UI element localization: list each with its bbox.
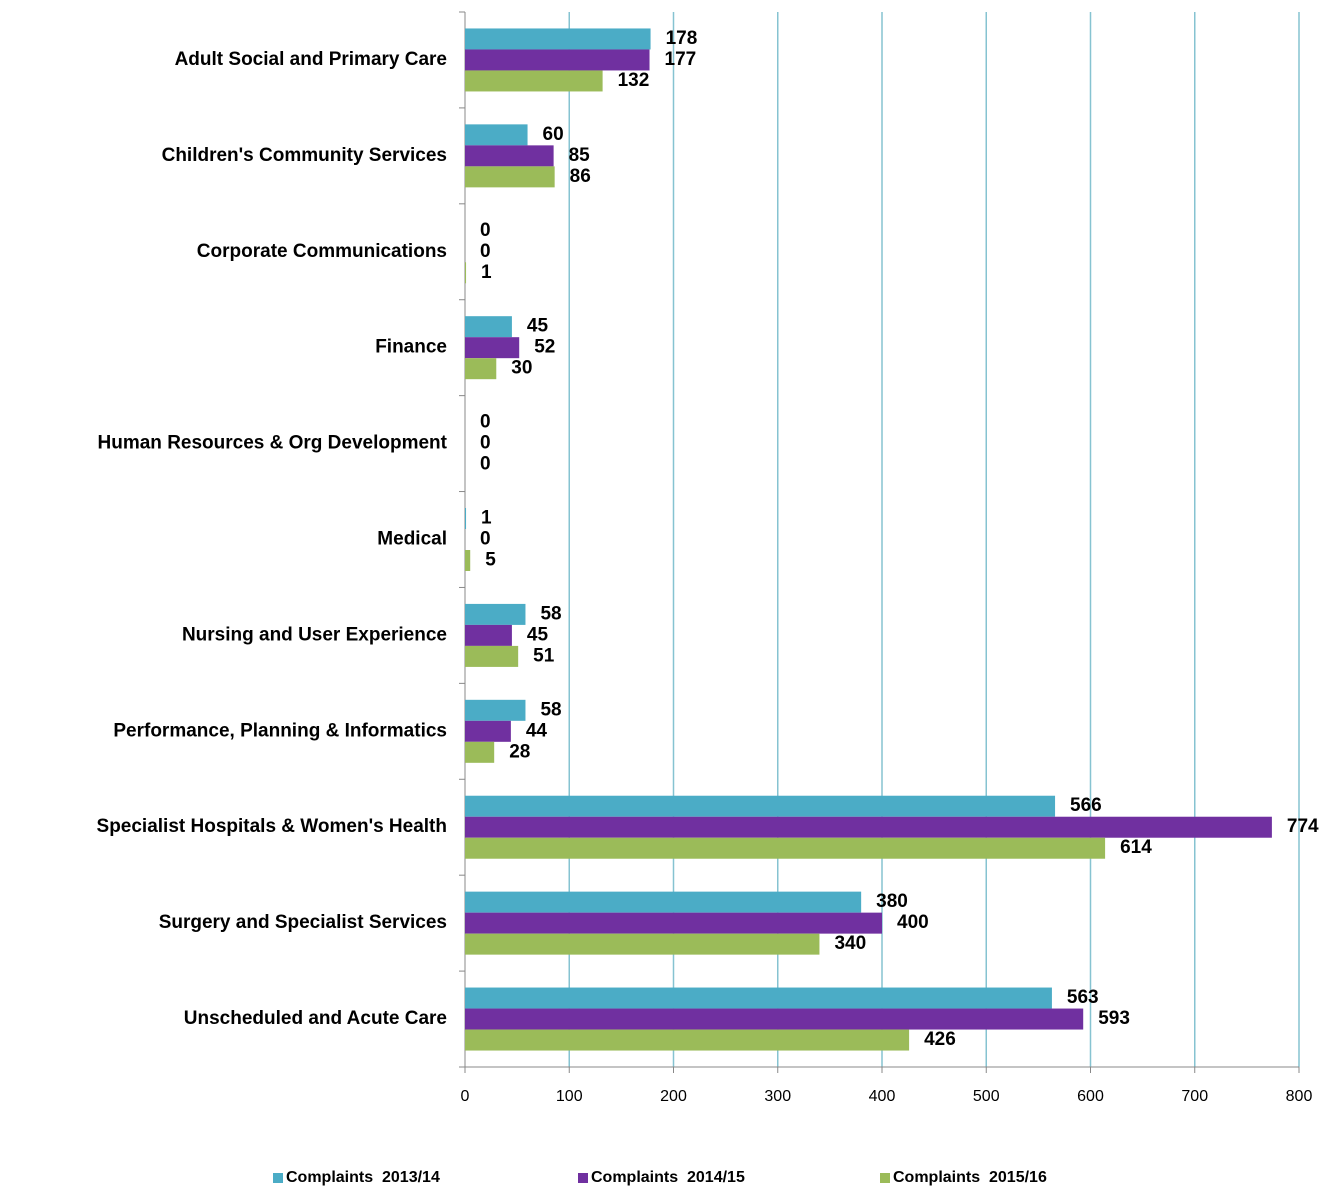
legend-swatch (880, 1173, 890, 1183)
category-label: Unscheduled and Acute Care (184, 1008, 447, 1029)
bar (465, 795, 1056, 817)
data-label: 0 (480, 433, 491, 454)
bar (465, 49, 650, 71)
data-label: 30 (511, 358, 532, 379)
category-label: Surgery and Specialist Services (159, 912, 447, 933)
data-label: 340 (834, 933, 866, 954)
data-label: 400 (897, 912, 929, 933)
bar (465, 358, 497, 380)
bar (465, 624, 512, 646)
bar (465, 550, 471, 571)
bar (465, 70, 603, 92)
data-label: 0 (480, 529, 491, 550)
bar (465, 508, 467, 529)
data-label: 563 (1067, 987, 1099, 1008)
legend-swatch (578, 1173, 588, 1183)
category-label: Medical (377, 529, 447, 550)
data-label: 566 (1070, 795, 1102, 816)
bar (465, 1029, 910, 1051)
bar (465, 316, 512, 338)
x-tick-label: 100 (556, 1088, 583, 1105)
data-label: 1 (481, 262, 492, 283)
x-tick-label: 700 (1181, 1088, 1208, 1105)
bar (465, 891, 862, 913)
bar (465, 720, 511, 742)
data-label: 132 (618, 70, 650, 91)
legend-label: Complaints 2013/14 (286, 1169, 440, 1186)
category-label: Nursing and User Experience (182, 624, 447, 645)
bar (465, 912, 882, 934)
data-label: 380 (876, 891, 908, 912)
x-tick-label: 400 (869, 1088, 896, 1105)
data-label: 45 (527, 316, 549, 337)
data-label: 0 (480, 241, 491, 262)
legend-swatch (273, 1173, 283, 1183)
bar (465, 166, 555, 188)
data-label: 58 (540, 699, 561, 720)
category-label: Finance (375, 337, 447, 358)
category-label: Performance, Planning & Informatics (113, 720, 447, 741)
x-tick-label: 0 (461, 1088, 470, 1105)
data-label: 44 (526, 720, 548, 741)
data-label: 60 (543, 124, 564, 145)
data-label: 28 (509, 741, 530, 762)
category-label: Adult Social and Primary Care (175, 49, 447, 70)
bar (465, 837, 1106, 859)
bar (465, 337, 520, 359)
x-tick-label: 800 (1286, 1088, 1313, 1105)
data-label: 178 (666, 28, 698, 49)
bar (465, 699, 526, 721)
category-label: Human Resources & Org Development (98, 433, 448, 454)
bar (465, 124, 528, 146)
data-label: 1 (481, 508, 492, 529)
data-label: 614 (1120, 837, 1152, 858)
bar (465, 1008, 1084, 1030)
data-label: 58 (540, 603, 561, 624)
legend-label: Complaints 2015/16 (893, 1169, 1047, 1186)
data-label: 426 (924, 1029, 956, 1050)
bar (465, 645, 519, 667)
data-label: 5 (485, 550, 496, 571)
bar (465, 816, 1272, 838)
x-tick-label: 200 (660, 1088, 687, 1105)
bar (465, 933, 820, 955)
legend-label: Complaints 2014/15 (591, 1169, 745, 1186)
category-label: Children's Community Services (162, 145, 447, 166)
data-label: 85 (569, 145, 591, 166)
bar (465, 145, 554, 167)
data-label: 0 (480, 454, 491, 475)
data-label: 177 (665, 49, 697, 70)
data-label: 0 (480, 220, 491, 241)
data-label: 0 (480, 412, 491, 433)
bar (465, 262, 467, 284)
data-label: 593 (1098, 1008, 1130, 1029)
data-label: 45 (527, 624, 549, 645)
bar (465, 603, 526, 625)
data-label: 774 (1287, 816, 1319, 837)
category-label: Specialist Hospitals & Women's Health (97, 816, 447, 837)
x-tick-label: 500 (973, 1088, 1000, 1105)
x-tick-label: 600 (1077, 1088, 1104, 1105)
bar (465, 28, 651, 50)
data-label: 86 (570, 166, 591, 187)
x-tick-label: 300 (764, 1088, 791, 1105)
data-label: 51 (533, 645, 555, 666)
category-label: Corporate Communications (197, 241, 447, 262)
data-label: 52 (534, 337, 555, 358)
bar (465, 987, 1052, 1009)
bar (465, 741, 495, 763)
